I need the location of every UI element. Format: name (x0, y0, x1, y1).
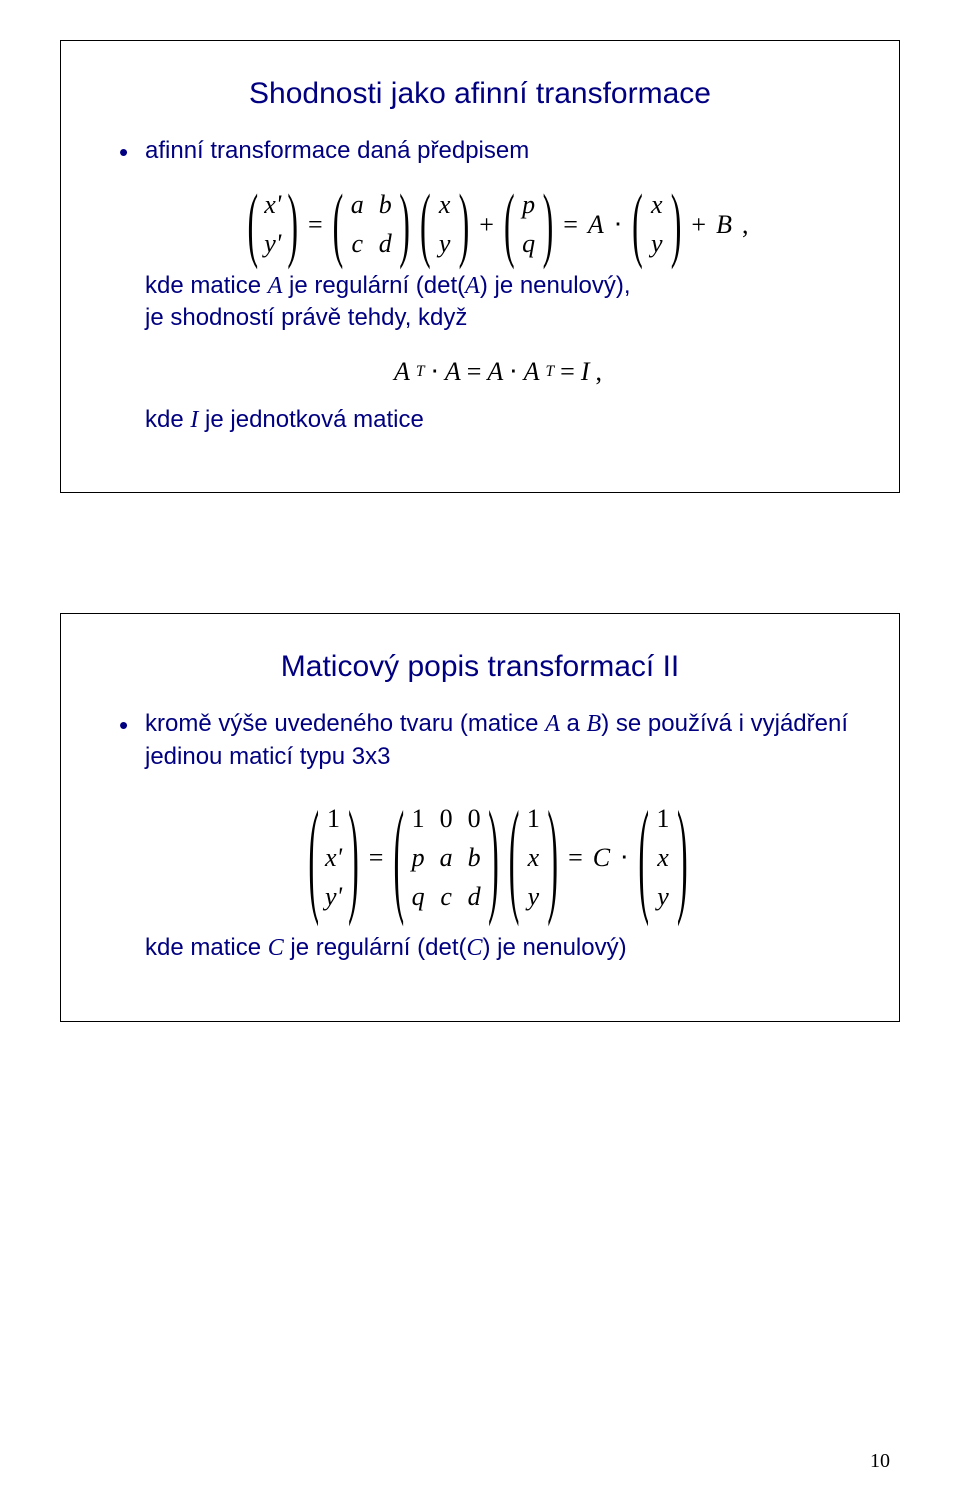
eq2-T1: T (416, 361, 425, 382)
bullet-rest: daná předpisem (357, 137, 529, 164)
slide-2: Maticový popis transformací II kromě výš… (60, 613, 900, 1021)
eq2-I: I (581, 354, 590, 389)
eq2-A3: A (487, 354, 503, 389)
eq1-p-top: p (515, 185, 543, 224)
eq3-r3: y (519, 877, 547, 916)
s2-txt-a: kde matice (145, 934, 268, 961)
eq1-m21: c (343, 224, 371, 263)
eq3-l3: y' (319, 877, 348, 916)
eq1-comma: , (742, 207, 749, 242)
s1-txt-c: ) je nenulový), (480, 272, 631, 299)
eq2-eq1: = (467, 354, 482, 389)
s1-txt-d: je shodností právě tehdy, když (145, 304, 467, 331)
eq2-T2: T (545, 361, 554, 382)
eq2-A4: A (524, 354, 540, 389)
eq1-p-bot: q (515, 224, 543, 263)
slide-1-bullets: afinní transformace daná předpisem ( x' … (119, 135, 851, 436)
equation-2: AT ⋅ A = A ⋅ AT = I , (145, 354, 851, 389)
eq3-lhs: ( 1 x' y' ) (308, 799, 358, 916)
s2-txt-C2: C (467, 935, 483, 961)
eq3-vec-xy2: ( 1 x y ) (638, 799, 687, 916)
eq1-vec-xy2: ( x y ) (632, 185, 681, 263)
slide-1-title: Shodnosti jako afinní transformace (109, 77, 851, 111)
eq3-matrix: ( 1 p q 0 a c (393, 799, 498, 916)
equation-3: ( 1 x' y' ) = ( (145, 799, 851, 916)
eq3-eq2: = (568, 840, 583, 875)
eq3-math: ( 1 x' y' ) = ( (308, 799, 687, 916)
eq1-v1-bot: y (431, 224, 459, 263)
slide-2-bullets: kromě výše uvedeného tvaru (matice A a B… (119, 708, 851, 964)
eq3-m32: c (432, 877, 460, 916)
eq3-rr2: x (649, 838, 677, 877)
eq1-matrix-A: ( a c b d ) (333, 185, 410, 263)
eq3-l2: x' (319, 838, 348, 877)
s2-txt-C: C (268, 935, 284, 961)
eq3-vec-xy: ( 1 x y ) (509, 799, 558, 916)
equation-1: ( x' y' ) = ( a (145, 185, 851, 263)
eq3-m31: q (404, 877, 432, 916)
eq2-math: AT ⋅ A = A ⋅ AT = I , (394, 354, 602, 389)
eq1-lhs-top: x' (258, 185, 287, 224)
eq2-A1: A (394, 354, 410, 389)
bullet-lead: afinní transformace (145, 137, 357, 164)
eq1-vec-xy: ( x y ) (420, 185, 469, 263)
slide-2-title: Maticový popis transformací II (109, 650, 851, 684)
eq3-m23: b (460, 838, 488, 877)
eq3-m21: p (404, 838, 432, 877)
page-number: 10 (870, 1450, 890, 1473)
slide-1-bullet: afinní transformace daná předpisem ( x' … (119, 135, 851, 436)
eq2-comma: , (595, 354, 602, 389)
eq1-m22: d (371, 224, 399, 263)
eq1-plus-1: + (479, 207, 494, 242)
eq3-C: C (593, 840, 610, 875)
eq1-lhs-vec: ( x' y' ) (248, 185, 298, 263)
slide-1: Shodnosti jako afinní transformace afinn… (60, 40, 900, 493)
s2-b-Ai: A (545, 711, 560, 737)
eq1-eq-1: = (308, 207, 323, 242)
eq3-m13: 0 (460, 799, 488, 838)
page: Shodnosti jako afinní transformace afinn… (0, 0, 960, 1501)
eq1-lhs-bot: y' (258, 224, 287, 263)
slide-2-bullet: kromě výše uvedeného tvaru (matice A a B… (119, 708, 851, 964)
eq3-m12: 0 (432, 799, 460, 838)
s1-txt-Ai: A (268, 273, 283, 299)
eq3-m11: 1 (404, 799, 432, 838)
eq3-rr1: 1 (649, 799, 677, 838)
eq3-eq1: = (369, 840, 384, 875)
eq1-B: B (716, 207, 732, 242)
eq1-v2-bot: y (643, 224, 671, 263)
eq3-m33: d (460, 877, 488, 916)
s2-b-a: a (560, 710, 587, 737)
eq3-m22: a (432, 838, 460, 877)
eq1-v2-top: x (643, 185, 671, 224)
s2-b-mat: matice (468, 710, 545, 737)
eq2-eq2: = (560, 354, 575, 389)
s1-txt2-a: kde (145, 406, 190, 433)
eq1-math: ( x' y' ) = ( a (248, 185, 749, 263)
eq1-A: A (588, 207, 604, 242)
slide-1-text-after-eq2: kde I je jednotková matice (145, 404, 851, 436)
eq1-vec-pq: ( p q ) (504, 185, 553, 263)
eq1-eq-2: = (563, 207, 578, 242)
eq1-plus-2: + (691, 207, 706, 242)
eq3-r1: 1 (519, 799, 547, 838)
eq1-m12: b (371, 185, 399, 224)
eq3-l1: 1 (320, 799, 348, 838)
eq3-rr3: y (649, 877, 677, 916)
eq1-m11: a (343, 185, 371, 224)
eq3-r2: x (519, 838, 547, 877)
eq1-v1-top: x (431, 185, 459, 224)
s2-b-lead: kromě výše uvedeného tvaru ( (145, 710, 468, 737)
s1-txt-b: je regulární (det( (282, 272, 465, 299)
eq2-A2: A (445, 354, 461, 389)
s1-txt2-b: je jednotková matice (198, 406, 423, 433)
s2-b-Bi: B (587, 711, 602, 737)
